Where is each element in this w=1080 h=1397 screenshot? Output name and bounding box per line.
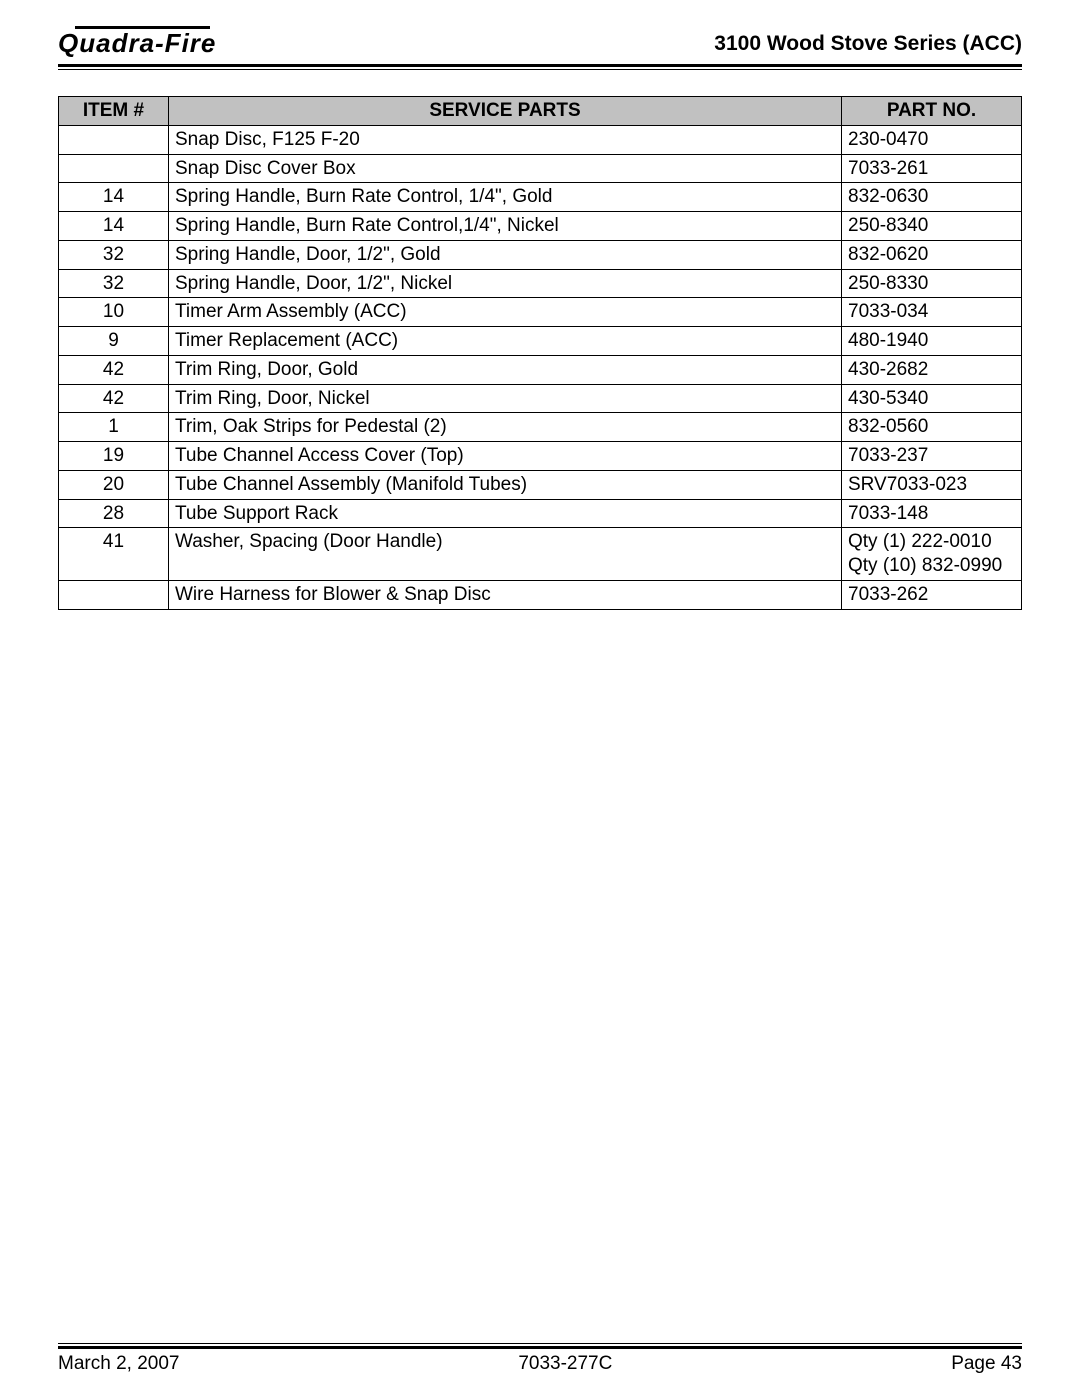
cell-desc: Wire Harness for Blower & Snap Disc bbox=[169, 580, 842, 609]
col-header-item: ITEM # bbox=[59, 97, 169, 126]
cell-item: 32 bbox=[59, 269, 169, 298]
table-row: 19Tube Channel Access Cover (Top)7033-23… bbox=[59, 442, 1022, 471]
cell-part: 250-8330 bbox=[842, 269, 1022, 298]
cell-desc: Timer Arm Assembly (ACC) bbox=[169, 298, 842, 327]
cell-part: 7033-261 bbox=[842, 154, 1022, 183]
cell-item bbox=[59, 125, 169, 154]
cell-desc: Spring Handle, Burn Rate Control, 1/4", … bbox=[169, 183, 842, 212]
table-row: 10Timer Arm Assembly (ACC)7033-034 bbox=[59, 298, 1022, 327]
table-row: 42Trim Ring, Door, Nickel430-5340 bbox=[59, 384, 1022, 413]
brand-text: Quadra-Fire bbox=[58, 28, 216, 58]
cell-item: 41 bbox=[59, 528, 169, 581]
cell-part: Qty (1) 222-0010Qty (10) 832-0990 bbox=[842, 528, 1022, 581]
cell-part: 832-0620 bbox=[842, 240, 1022, 269]
col-header-desc: SERVICE PARTS bbox=[169, 97, 842, 126]
cell-part: 7033-262 bbox=[842, 580, 1022, 609]
cell-part: 480-1940 bbox=[842, 327, 1022, 356]
table-row: 14Spring Handle, Burn Rate Control,1/4",… bbox=[59, 212, 1022, 241]
table-row: 28Tube Support Rack7033-148 bbox=[59, 499, 1022, 528]
table-row: Snap Disc Cover Box7033-261 bbox=[59, 154, 1022, 183]
cell-item: 42 bbox=[59, 355, 169, 384]
cell-desc: Tube Channel Access Cover (Top) bbox=[169, 442, 842, 471]
cell-item: 20 bbox=[59, 470, 169, 499]
cell-part: SRV7033-023 bbox=[842, 470, 1022, 499]
cell-item bbox=[59, 580, 169, 609]
table-row: Wire Harness for Blower & Snap Disc7033-… bbox=[59, 580, 1022, 609]
table-row: 41Washer, Spacing (Door Handle)Qty (1) 2… bbox=[59, 528, 1022, 581]
cell-desc: Spring Handle, Burn Rate Control,1/4", N… bbox=[169, 212, 842, 241]
cell-item: 10 bbox=[59, 298, 169, 327]
cell-desc: Snap Disc Cover Box bbox=[169, 154, 842, 183]
cell-item: 14 bbox=[59, 212, 169, 241]
cell-part: 230-0470 bbox=[842, 125, 1022, 154]
table-row: 14Spring Handle, Burn Rate Control, 1/4"… bbox=[59, 183, 1022, 212]
table-row: 9Timer Replacement (ACC)480-1940 bbox=[59, 327, 1022, 356]
cell-desc: Tube Support Rack bbox=[169, 499, 842, 528]
cell-part: 832-0560 bbox=[842, 413, 1022, 442]
table-row: Snap Disc, F125 F-20230-0470 bbox=[59, 125, 1022, 154]
page-footer: March 2, 2007 7033-277C Page 43 bbox=[58, 1343, 1022, 1375]
document-title: 3100 Wood Stove Series (ACC) bbox=[714, 32, 1022, 56]
page: Quadra-Fire 3100 Wood Stove Series (ACC)… bbox=[0, 0, 1080, 1397]
cell-desc: Trim Ring, Door, Gold bbox=[169, 355, 842, 384]
page-header: Quadra-Fire 3100 Wood Stove Series (ACC) bbox=[58, 30, 1022, 58]
footer-row: March 2, 2007 7033-277C Page 43 bbox=[58, 1353, 1022, 1375]
cell-part: 832-0630 bbox=[842, 183, 1022, 212]
brand-logo: Quadra-Fire bbox=[58, 30, 216, 56]
cell-desc: Timer Replacement (ACC) bbox=[169, 327, 842, 356]
cell-item: 28 bbox=[59, 499, 169, 528]
cell-desc: Spring Handle, Door, 1/2", Gold bbox=[169, 240, 842, 269]
footer-rule bbox=[58, 1343, 1022, 1349]
cell-part: 430-2682 bbox=[842, 355, 1022, 384]
cell-part: 430-5340 bbox=[842, 384, 1022, 413]
table-row: 32Spring Handle, Door, 1/2", Gold832-062… bbox=[59, 240, 1022, 269]
cell-part: 250-8340 bbox=[842, 212, 1022, 241]
cell-item: 1 bbox=[59, 413, 169, 442]
table-row: 20Tube Channel Assembly (Manifold Tubes)… bbox=[59, 470, 1022, 499]
footer-doc-no: 7033-277C bbox=[518, 1353, 612, 1375]
footer-date: March 2, 2007 bbox=[58, 1353, 179, 1375]
brand-overline bbox=[75, 26, 210, 29]
table-row: 32Spring Handle, Door, 1/2", Nickel250-8… bbox=[59, 269, 1022, 298]
cell-desc: Trim, Oak Strips for Pedestal (2) bbox=[169, 413, 842, 442]
cell-desc: Snap Disc, F125 F-20 bbox=[169, 125, 842, 154]
cell-desc: Washer, Spacing (Door Handle) bbox=[169, 528, 842, 581]
cell-item: 9 bbox=[59, 327, 169, 356]
table-body: Snap Disc, F125 F-20230-0470Snap Disc Co… bbox=[59, 125, 1022, 609]
cell-desc: Spring Handle, Door, 1/2", Nickel bbox=[169, 269, 842, 298]
header-rule bbox=[58, 64, 1022, 70]
cell-item: 42 bbox=[59, 384, 169, 413]
cell-item bbox=[59, 154, 169, 183]
cell-part: 7033-034 bbox=[842, 298, 1022, 327]
table-header-row: ITEM # SERVICE PARTS PART NO. bbox=[59, 97, 1022, 126]
cell-part: 7033-237 bbox=[842, 442, 1022, 471]
cell-item: 32 bbox=[59, 240, 169, 269]
service-parts-table: ITEM # SERVICE PARTS PART NO. Snap Disc,… bbox=[58, 96, 1022, 610]
cell-desc: Tube Channel Assembly (Manifold Tubes) bbox=[169, 470, 842, 499]
col-header-part: PART NO. bbox=[842, 97, 1022, 126]
cell-item: 19 bbox=[59, 442, 169, 471]
cell-part: 7033-148 bbox=[842, 499, 1022, 528]
cell-desc: Trim Ring, Door, Nickel bbox=[169, 384, 842, 413]
table-row: 1Trim, Oak Strips for Pedestal (2)832-05… bbox=[59, 413, 1022, 442]
cell-item: 14 bbox=[59, 183, 169, 212]
footer-page: Page 43 bbox=[951, 1353, 1022, 1375]
table-row: 42Trim Ring, Door, Gold430-2682 bbox=[59, 355, 1022, 384]
